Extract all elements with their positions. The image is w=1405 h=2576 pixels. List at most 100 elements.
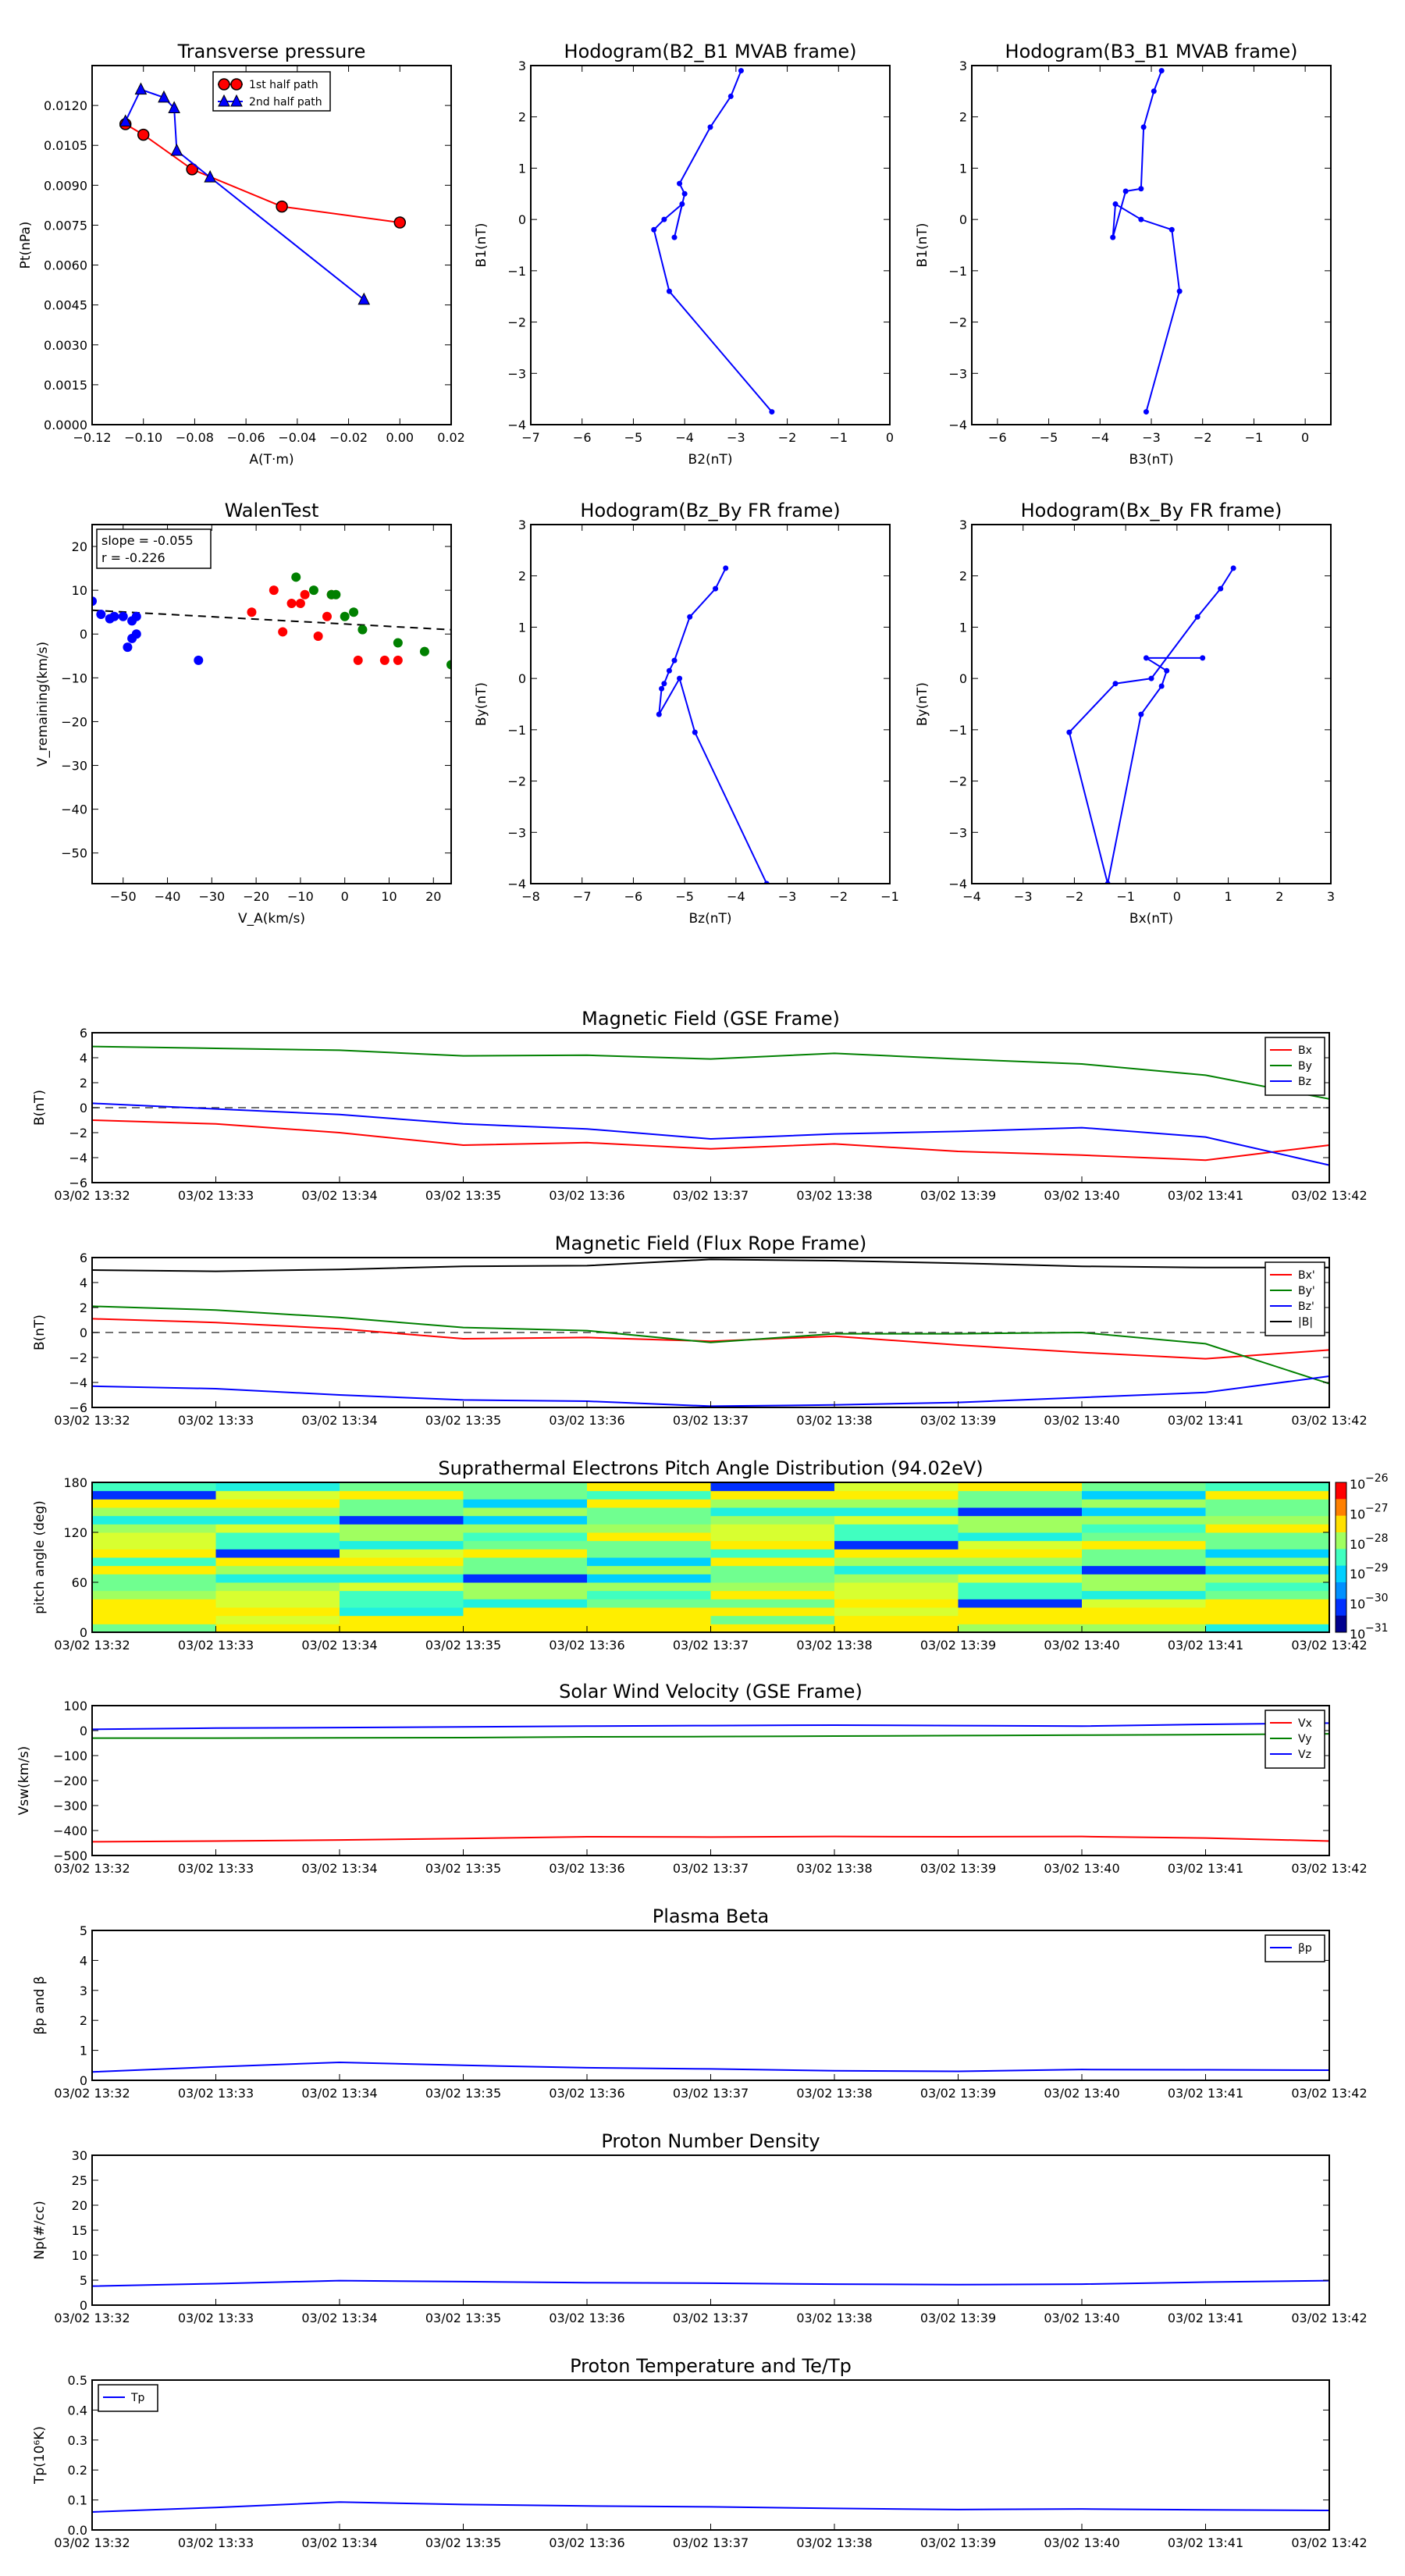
data-point [661, 681, 667, 687]
heatmap-cell [1082, 1590, 1206, 1599]
tp-chart: Proton Temperature and Te/Tp 0.0 0.1 0.2 0.3… [32, 2355, 1368, 2550]
x-tick-label: 03/02 13:39 [920, 2535, 996, 2550]
x-tick-label: 03/02 13:35 [425, 2311, 501, 2325]
x-tick-label: −10 [287, 889, 314, 904]
y-tick-label: 1 [959, 161, 967, 176]
legend-label: |B| [1298, 1316, 1313, 1329]
data-point [278, 627, 288, 637]
legend-label: Bz' [1298, 1300, 1314, 1313]
x-tick-label: 03/02 13:35 [425, 1413, 501, 1428]
y-tick-label: −200 [53, 1774, 87, 1788]
data-point [1143, 655, 1149, 661]
colorbar-tick-exponent: −30 [1365, 1592, 1389, 1605]
heatmap-cell [463, 1524, 588, 1533]
chart-title: Magnetic Field (Flux Rope Frame) [555, 1233, 866, 1254]
heatmap-cell [92, 1574, 216, 1583]
x-tick-label: 0 [1301, 430, 1309, 445]
data-point [308, 585, 318, 596]
y-tick-label: 0.0120 [44, 98, 87, 113]
data-point [769, 409, 775, 415]
heatmap-cell [1205, 1615, 1330, 1624]
chart-title: Proton Number Density [601, 2130, 820, 2152]
x-tick-label: 03/02 13:39 [920, 1413, 996, 1428]
heatmap-cell [710, 1532, 835, 1542]
heatmap-cell [710, 1565, 835, 1574]
x-tick-label: 03/02 13:32 [54, 1188, 130, 1203]
colorbar-tick-base: 10 [1350, 1507, 1365, 1521]
series-line-1 [124, 88, 365, 301]
data-point [661, 216, 667, 222]
annotation-text: slope = -0.055 [101, 533, 194, 548]
x-tick-label: 03/02 13:32 [54, 1638, 130, 1653]
y-tick-label: −3 [948, 825, 967, 840]
heatmap-cell [834, 1532, 959, 1542]
data-point [357, 624, 368, 635]
y-tick-label: 20 [72, 539, 87, 554]
data-point [1122, 188, 1129, 194]
y-tick-label: 0 [80, 1625, 87, 1640]
x-tick-label: −2 [1065, 889, 1084, 904]
heatmap-cell [463, 1482, 588, 1492]
heatmap-cell [92, 1582, 216, 1592]
x-tick-label: 03/02 13:42 [1291, 1638, 1367, 1653]
series-line-0 [91, 1119, 1330, 1162]
x-tick-label: 03/02 13:37 [673, 1861, 749, 1876]
walen-chart: WalenTest −50 −40 −30 −20 −10 0 10 20 −50 −40 −30 −2… [35, 500, 452, 927]
x-tick-label: 03/02 13:41 [1168, 2535, 1243, 2550]
x-tick-label: 03/02 13:32 [54, 1861, 130, 1876]
heatmap-cell [958, 1524, 1083, 1533]
heatmap-cell [1205, 1624, 1330, 1633]
x-axis-label: B2(nT) [688, 452, 733, 468]
heatmap-cell [92, 1499, 216, 1508]
x-tick-label: −8 [521, 889, 540, 904]
heatmap-cell [1205, 1482, 1330, 1492]
heatmap-cell [587, 1624, 711, 1633]
heatmap-cell [958, 1615, 1083, 1624]
heatmap-cell [340, 1607, 464, 1617]
series-line-0 [91, 2061, 1330, 2073]
heatmap-cell [710, 1507, 835, 1517]
heatmap-cell [1082, 1507, 1206, 1517]
data-point [671, 657, 678, 664]
data-point [286, 598, 297, 608]
y-tick-label: −2 [507, 315, 526, 330]
data-point [276, 200, 288, 213]
y-tick-label: −4 [69, 1151, 87, 1165]
heatmap-cell [587, 1574, 711, 1583]
y-tick-label: −1 [507, 264, 526, 279]
heatmap-cell [710, 1624, 835, 1633]
data-point [300, 589, 310, 600]
series-line-0 [1112, 70, 1181, 412]
x-tick-label: −3 [778, 889, 797, 904]
heatmap-cell [587, 1490, 711, 1500]
y-axis-label: βp and β [32, 1976, 48, 2034]
x-tick-label: 03/02 13:34 [301, 1861, 377, 1876]
x-tick-label: 03/02 13:42 [1291, 1188, 1367, 1203]
heatmap-cell [1205, 1507, 1330, 1517]
chart-title: Hodogram(B2_B1 MVAB frame) [564, 41, 857, 62]
plot-frame [91, 1032, 1330, 1183]
y-tick-label: −4 [69, 1375, 87, 1390]
legend-label: By' [1298, 1285, 1315, 1297]
y-tick-label: −40 [61, 802, 87, 817]
y-tick-label: 0 [80, 627, 87, 642]
data-point [170, 143, 183, 156]
y-tick-label: 0 [80, 2073, 87, 2088]
y-tick-label: −10 [61, 671, 87, 685]
heatmap-cell [463, 1490, 588, 1500]
legend-label: Bz [1298, 1076, 1311, 1088]
x-tick-label: 03/02 13:33 [178, 2535, 254, 2550]
data-point [1230, 565, 1236, 571]
y-tick-label: −4 [948, 418, 967, 432]
heatmap-cell [340, 1515, 464, 1525]
heatmap-cell [1082, 1524, 1206, 1533]
heatmap-cell [710, 1557, 835, 1567]
colorbar-frame [1335, 1482, 1347, 1633]
legend-label: 1st half path [249, 79, 318, 91]
y-axis-label: By(nT) [474, 682, 489, 726]
data-point [1218, 585, 1224, 592]
colorbar-segment [1336, 1549, 1346, 1567]
legend-marker [218, 78, 230, 91]
x-tick-label: −0.04 [278, 430, 316, 445]
